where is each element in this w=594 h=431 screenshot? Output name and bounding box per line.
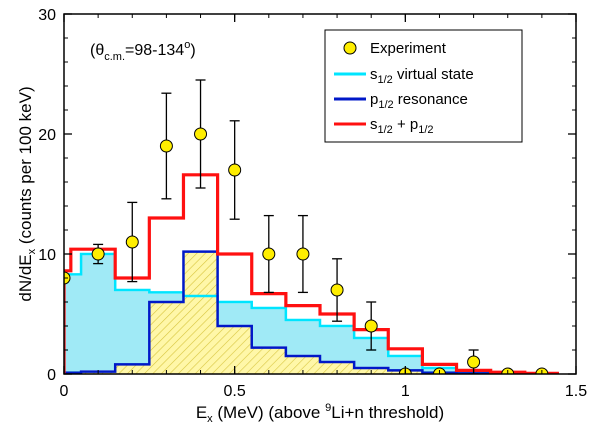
experiment-marker <box>330 283 344 297</box>
experiment-marker <box>228 163 242 177</box>
experiment-marker <box>194 127 208 141</box>
p12-fill <box>64 251 559 374</box>
y-tick-label: 0 <box>47 367 56 384</box>
legend-entry-experiment: Experiment <box>343 40 447 57</box>
experiment-marker <box>364 319 378 333</box>
x-tick-label: 0 <box>60 383 69 400</box>
experiment-point <box>194 79 208 189</box>
experiment-point <box>228 120 242 220</box>
experiment-marker <box>91 247 105 261</box>
y-tick-label: 30 <box>38 7 56 24</box>
legend-marker-experiment <box>343 41 357 55</box>
experiment-point <box>125 201 139 283</box>
legend-entry-p12: p1/2 resonance <box>334 91 468 111</box>
x-tick-label: 0.5 <box>224 383 246 400</box>
legend-label-p12: p1/2 resonance <box>370 91 468 111</box>
legend-entry-sum: s1/2 + p1/2 <box>334 116 434 136</box>
p12-line <box>64 250 559 374</box>
experiment-point <box>91 243 105 265</box>
experiment-marker <box>262 247 276 261</box>
experiment-point <box>159 92 173 200</box>
angle-annotation: (θc.m.=98-134o) <box>90 39 196 63</box>
y-tick-label: 20 <box>38 127 56 144</box>
experiment-point <box>296 214 310 294</box>
experiment-point <box>364 301 378 351</box>
plot-frame <box>63 13 577 375</box>
x-tick-label: 1 <box>401 383 410 400</box>
legend: Experiment s1/2 virtual state p1/2 reson… <box>324 29 523 143</box>
sum-line <box>64 173 559 374</box>
x-axis-label: Ex (MeV) (above 9Li+n threshold) <box>196 402 444 425</box>
y-axis-label: dN/dEx (counts per 100 keV) <box>16 86 38 301</box>
x-tick-label: 1.5 <box>565 383 587 400</box>
experiment-marker <box>159 139 173 153</box>
legend-label-experiment: Experiment <box>370 40 447 57</box>
legend-entry-s12: s1/2 virtual state <box>334 66 474 86</box>
plot-area <box>64 79 559 374</box>
experiment-point <box>330 258 344 322</box>
legend-label-s12: s1/2 virtual state <box>370 66 474 86</box>
y-tick-label: 10 <box>38 247 56 264</box>
experiment-point <box>262 214 276 294</box>
legend-label-sum: s1/2 + p1/2 <box>370 116 434 136</box>
experiment-marker <box>125 235 139 249</box>
axes: 0 0.5 1 1.5 0 10 20 30 <box>38 7 587 400</box>
experiment-marker <box>296 247 310 261</box>
experiment-marker <box>467 355 481 369</box>
